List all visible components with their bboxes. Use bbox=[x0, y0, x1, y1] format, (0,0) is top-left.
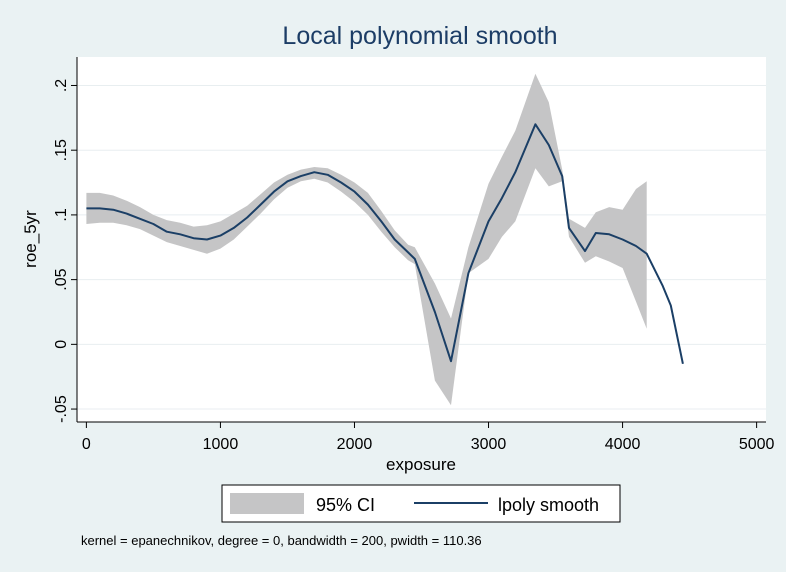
y-tick-label: .05 bbox=[53, 268, 70, 290]
ci-band bbox=[86, 73, 647, 406]
chart-note: kernel = epanechnikov, degree = 0, bandw… bbox=[81, 533, 482, 548]
x-ticks: 0 1000 2000 3000 4000 5000 bbox=[82, 422, 775, 453]
y-tick-label: .1 bbox=[53, 208, 70, 221]
y-ticks: -.05 0 .05 .1 .15 .2 bbox=[53, 79, 77, 423]
legend: 95% CI lpoly smooth bbox=[221, 484, 621, 523]
y-tick-label: 0 bbox=[53, 340, 70, 349]
x-tick-label: 2000 bbox=[337, 436, 373, 453]
x-tick-label: 0 bbox=[82, 436, 91, 453]
x-tick-label: 3000 bbox=[471, 436, 507, 453]
y-tick-label: .15 bbox=[53, 139, 70, 161]
x-tick-label: 5000 bbox=[739, 436, 775, 453]
y-tick-label: .2 bbox=[53, 79, 70, 92]
legend-ci-label: 95% CI bbox=[316, 495, 375, 515]
legend-line-label: lpoly smooth bbox=[498, 495, 599, 515]
lpoly-smooth-line bbox=[86, 123, 684, 365]
x-tick-label: 4000 bbox=[605, 436, 641, 453]
axes bbox=[76, 57, 766, 423]
y-tick-label: -.05 bbox=[53, 395, 70, 423]
legend-ci-swatch bbox=[230, 493, 304, 514]
y-axis-label: roe_5yr bbox=[21, 210, 40, 268]
x-axis-label: exposure bbox=[386, 455, 456, 474]
chart-title: Local polynomial smooth bbox=[282, 22, 557, 50]
x-tick-label: 1000 bbox=[203, 436, 239, 453]
